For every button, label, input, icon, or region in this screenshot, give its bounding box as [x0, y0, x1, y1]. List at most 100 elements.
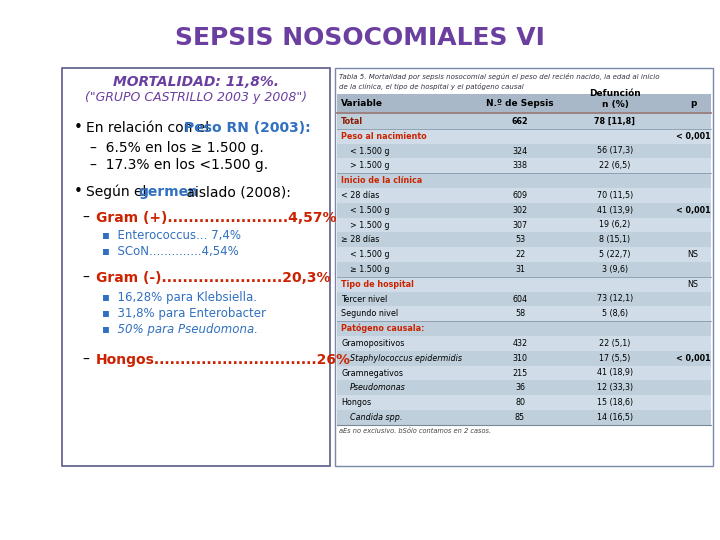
Text: N.º de Sepsis: N.º de Sepsis: [486, 98, 554, 107]
Text: Peso al nacimiento: Peso al nacimiento: [341, 132, 427, 141]
Text: germen: germen: [138, 185, 198, 199]
Text: < 1.500 g: < 1.500 g: [350, 250, 390, 259]
Bar: [337, 262, 711, 277]
Text: 662: 662: [512, 117, 528, 126]
Text: 36: 36: [515, 383, 525, 392]
Text: Variable: Variable: [341, 98, 383, 107]
Text: 41 (13,9): 41 (13,9): [597, 206, 633, 215]
Text: > 1.500 g: > 1.500 g: [350, 161, 390, 170]
Text: Tercer nivel: Tercer nivel: [341, 294, 387, 303]
Bar: [337, 351, 711, 366]
Text: Gram (+).......................4,57%: Gram (+).......................4,57%: [96, 211, 336, 225]
Text: < 1.500 g: < 1.500 g: [350, 206, 390, 215]
Text: 215: 215: [513, 368, 528, 377]
Text: MORTALIDAD: 11,8%.: MORTALIDAD: 11,8%.: [113, 75, 279, 89]
Bar: [337, 366, 711, 380]
Bar: [337, 114, 711, 425]
Text: –: –: [82, 211, 89, 225]
Text: Peso RN (2003):: Peso RN (2003):: [184, 121, 310, 135]
Text: 56 (17,3): 56 (17,3): [597, 146, 633, 156]
Text: 53: 53: [515, 235, 525, 244]
Bar: [337, 173, 711, 188]
Text: Según el: Según el: [86, 185, 150, 199]
Text: ▪  16,28% para Klebsiella.: ▪ 16,28% para Klebsiella.: [102, 291, 257, 303]
Text: 8 (15,1): 8 (15,1): [600, 235, 631, 244]
Bar: [337, 395, 711, 410]
Text: Tipo de hospital: Tipo de hospital: [341, 280, 414, 289]
Bar: [337, 203, 711, 218]
Text: Inicio de la clínica: Inicio de la clínica: [341, 176, 422, 185]
Text: 31: 31: [515, 265, 525, 274]
Text: 22 (6,5): 22 (6,5): [599, 161, 631, 170]
Bar: [337, 144, 711, 158]
Text: 80: 80: [515, 398, 525, 407]
Text: Patógeno causala:: Patógeno causala:: [341, 324, 424, 333]
Text: 14 (16,5): 14 (16,5): [597, 413, 633, 422]
Bar: [337, 277, 711, 292]
Bar: [337, 321, 711, 336]
Text: Tabla 5. Mortalidad por sepsis nosocomial según el peso del recién nacido, la ed: Tabla 5. Mortalidad por sepsis nosocomia…: [339, 72, 660, 79]
Text: > 1.500 g: > 1.500 g: [350, 220, 390, 230]
Text: p: p: [690, 98, 696, 107]
Text: 78 [11,8]: 78 [11,8]: [595, 117, 636, 126]
Text: 17 (5,5): 17 (5,5): [599, 354, 631, 363]
Text: 22: 22: [515, 250, 525, 259]
Text: Segundo nivel: Segundo nivel: [341, 309, 398, 318]
Text: 22 (5,1): 22 (5,1): [599, 339, 631, 348]
Text: 324: 324: [513, 146, 528, 156]
Text: Gram (-).......................20,3%: Gram (-).......................20,3%: [96, 271, 330, 285]
Text: aEs no exclusivo. bSólo contamos en 2 casos.: aEs no exclusivo. bSólo contamos en 2 ca…: [339, 428, 491, 434]
Text: 307: 307: [513, 220, 528, 230]
Text: ▪  Enterococcus... 7,4%: ▪ Enterococcus... 7,4%: [102, 230, 241, 242]
Text: ("GRUPO CASTRILLO 2003 y 2008"): ("GRUPO CASTRILLO 2003 y 2008"): [85, 91, 307, 104]
Text: 5 (22,7): 5 (22,7): [599, 250, 631, 259]
Text: 5 (8,6): 5 (8,6): [602, 309, 628, 318]
Text: 12 (33,3): 12 (33,3): [597, 383, 633, 392]
Bar: [337, 336, 711, 351]
Text: 338: 338: [513, 161, 528, 170]
Text: < 0,001: < 0,001: [675, 206, 711, 215]
Text: 58: 58: [515, 309, 525, 318]
Bar: [335, 68, 713, 466]
Text: Defunción
n (%): Defunción n (%): [589, 89, 641, 109]
Text: SEPSIS NOSOCOMIALES VI: SEPSIS NOSOCOMIALES VI: [175, 26, 545, 50]
Bar: [337, 410, 711, 425]
Text: 19 (6,2): 19 (6,2): [599, 220, 631, 230]
Text: –: –: [82, 271, 89, 285]
Bar: [337, 94, 711, 112]
Bar: [337, 158, 711, 173]
Text: aislado (2008):: aislado (2008):: [182, 185, 291, 199]
Text: Hongos...............................26%: Hongos...............................26%: [96, 353, 351, 367]
Text: –: –: [82, 353, 89, 367]
Bar: [337, 306, 711, 321]
Text: < 0,001: < 0,001: [675, 354, 711, 363]
Text: Gramopositivos: Gramopositivos: [341, 339, 405, 348]
Text: •: •: [74, 185, 83, 199]
Text: –  17.3% en los <1.500 g.: – 17.3% en los <1.500 g.: [90, 158, 268, 172]
Text: 70 (11,5): 70 (11,5): [597, 191, 633, 200]
Text: ▪  31,8% para Enterobacter: ▪ 31,8% para Enterobacter: [102, 307, 266, 320]
Bar: [337, 218, 711, 232]
Text: ▪  SCoN..............4,54%: ▪ SCoN..............4,54%: [102, 245, 239, 258]
Text: < 1.500 g: < 1.500 g: [350, 146, 390, 156]
Text: NS: NS: [688, 250, 698, 259]
Text: 85: 85: [515, 413, 525, 422]
Bar: [337, 292, 711, 306]
Text: 310: 310: [513, 354, 528, 363]
Text: ≥ 1.500 g: ≥ 1.500 g: [350, 265, 390, 274]
Text: < 0,001: < 0,001: [675, 132, 711, 141]
Text: Total: Total: [341, 117, 363, 126]
Bar: [337, 232, 711, 247]
Text: 432: 432: [513, 339, 528, 348]
Text: Hongos: Hongos: [341, 398, 371, 407]
Text: de la clínica, el tipo de hospital y el patógeno causal: de la clínica, el tipo de hospital y el …: [339, 83, 523, 90]
Bar: [337, 188, 711, 203]
Bar: [337, 247, 711, 262]
Text: 15 (18,6): 15 (18,6): [597, 398, 633, 407]
Text: –  6.5% en los ≥ 1.500 g.: – 6.5% en los ≥ 1.500 g.: [90, 141, 264, 155]
Text: < 28 días: < 28 días: [341, 191, 379, 200]
Text: Pseudomonas: Pseudomonas: [350, 383, 406, 392]
Text: Staphylococcus epidermidis: Staphylococcus epidermidis: [350, 354, 462, 363]
Text: ≥ 28 días: ≥ 28 días: [341, 235, 379, 244]
Text: 302: 302: [513, 206, 528, 215]
